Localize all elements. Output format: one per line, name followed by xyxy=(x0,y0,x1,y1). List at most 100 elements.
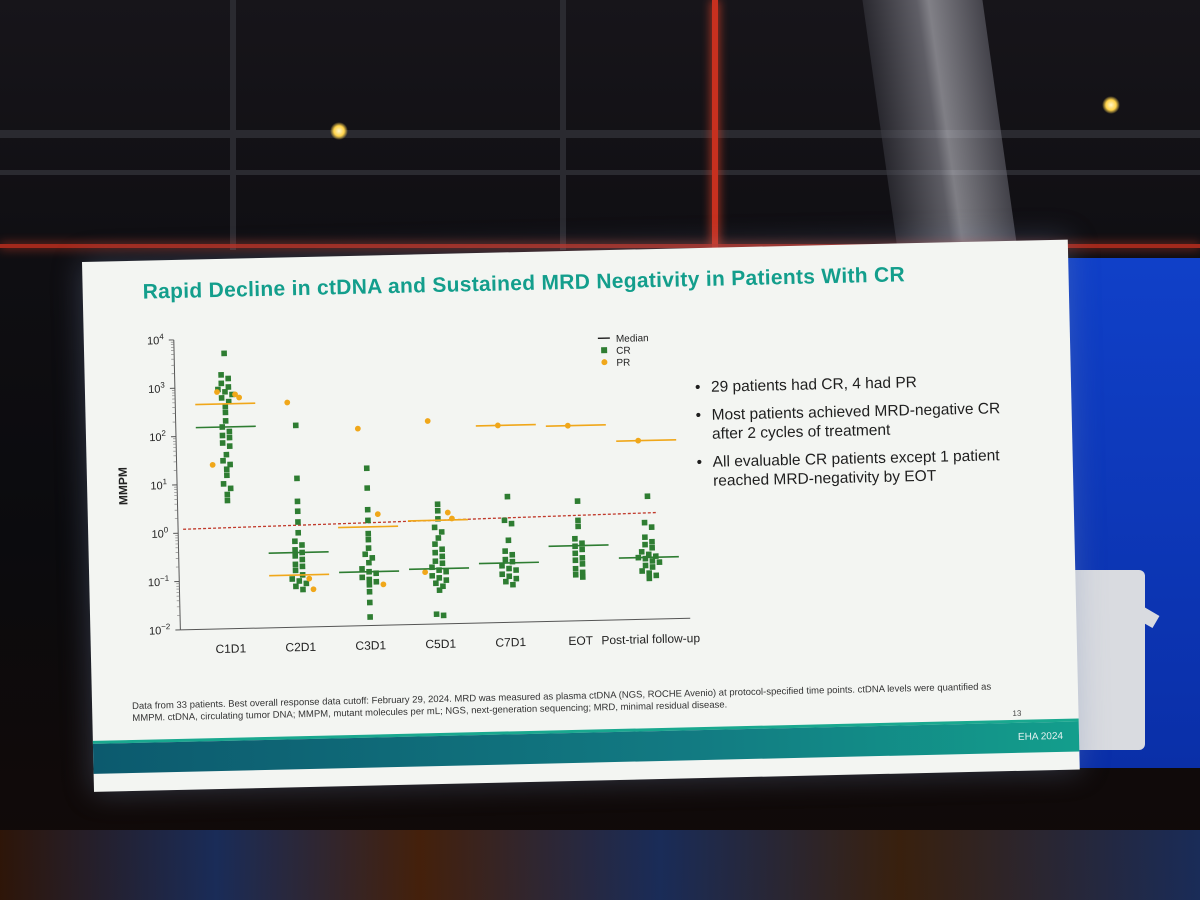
ceiling-duct xyxy=(862,0,1018,250)
cr-point xyxy=(296,578,303,584)
page-number: 13 xyxy=(1012,708,1022,719)
ceiling-truss-middle xyxy=(0,170,1200,175)
bullet-item: Most patients achieved MRD-negative CR a… xyxy=(695,399,1016,444)
cr-median-line xyxy=(195,425,256,429)
cr-point xyxy=(292,546,298,553)
cr-point xyxy=(438,529,445,535)
cr-point xyxy=(432,541,438,548)
cr-point xyxy=(218,395,225,401)
x-tick-label: C5D1 xyxy=(425,637,456,652)
cr-point xyxy=(227,461,233,468)
y-tick-label: 104 xyxy=(147,332,165,347)
cr-point xyxy=(293,583,299,590)
legend-cr-marker xyxy=(601,347,608,354)
cr-point xyxy=(653,572,660,579)
cr-point xyxy=(295,529,302,536)
cr-point xyxy=(365,536,372,543)
pr-point xyxy=(354,425,361,432)
cr-point xyxy=(572,565,579,572)
cr-point xyxy=(366,576,373,583)
cr-point xyxy=(579,569,586,576)
pr-point xyxy=(380,581,387,588)
cr-point xyxy=(222,403,229,410)
cr-point xyxy=(292,422,299,429)
ceiling-truss-center xyxy=(560,0,566,250)
cr-point xyxy=(367,614,373,620)
cr-point xyxy=(226,428,233,435)
cr-point xyxy=(292,552,299,559)
cr-point xyxy=(639,568,646,574)
cr-point xyxy=(224,491,231,498)
x-tick-label: C1D1 xyxy=(215,641,246,656)
ceiling-truss-left xyxy=(230,0,236,250)
ceiling-spotlight-left xyxy=(330,122,348,140)
cr-point xyxy=(513,567,519,573)
cr-median-line xyxy=(268,551,329,555)
cr-point xyxy=(439,560,446,567)
cr-point xyxy=(439,546,445,553)
cr-point xyxy=(224,472,230,479)
cr-point xyxy=(642,555,649,562)
red-light-strip-horizontal xyxy=(0,244,1200,248)
pr-point xyxy=(306,575,313,582)
cr-point xyxy=(365,517,371,524)
cr-point xyxy=(218,372,224,378)
cr-point xyxy=(434,507,441,514)
cr-point xyxy=(292,561,299,568)
cr-point xyxy=(366,588,373,595)
cr-point xyxy=(289,576,296,582)
cr-point xyxy=(575,523,581,530)
pr-point xyxy=(284,399,291,406)
slide-footnote: Data from 33 patients. Best overall resp… xyxy=(131,681,992,724)
cr-point xyxy=(222,409,229,416)
cr-point xyxy=(656,559,663,565)
cr-point xyxy=(510,581,516,588)
cr-point xyxy=(642,562,649,569)
cr-point xyxy=(225,375,232,382)
cr-point xyxy=(219,432,226,439)
cr-point xyxy=(300,586,306,593)
cr-point xyxy=(435,535,442,541)
pr-point xyxy=(374,511,381,518)
cr-point xyxy=(646,570,653,576)
mmpm-scatter-chart: 10−2 10−1 100 101 102 103 104 MMPM C1D1 C2D1 C3D1 C… xyxy=(116,321,701,656)
bullet-item: 29 patients had CR, 4 had PR xyxy=(695,371,1015,397)
cr-point xyxy=(572,550,579,557)
cr-point xyxy=(295,519,301,525)
pr-median-line xyxy=(475,423,536,427)
cr-point xyxy=(225,384,232,390)
ceiling-truss-top xyxy=(0,130,1200,138)
cr-median-line xyxy=(339,570,400,574)
cr-point xyxy=(220,480,227,487)
chart-layer: 10−2 10−1 100 101 102 103 104 MMPM C1D1 C2D1 C3D1 C… xyxy=(116,321,701,656)
cr-median-line xyxy=(548,544,609,548)
cr-point xyxy=(642,541,648,548)
cr-point xyxy=(431,524,438,531)
x-tick-label: C3D1 xyxy=(355,638,386,653)
pr-point xyxy=(310,586,317,593)
cr-point xyxy=(649,564,656,570)
y-tick-label: 10−1 xyxy=(148,574,170,589)
x-tick-label: Post-trial follow-up xyxy=(601,631,700,647)
y-axis-label: MMPM xyxy=(116,467,131,505)
pr-median-line xyxy=(195,402,256,406)
cr-point xyxy=(434,501,441,508)
cr-point xyxy=(369,555,376,561)
pr-median-line xyxy=(407,518,468,522)
cr-point xyxy=(294,498,301,505)
pr-point xyxy=(214,389,220,395)
cr-point xyxy=(364,485,371,491)
cr-point xyxy=(504,493,511,500)
cr-point xyxy=(432,558,439,565)
pr-point xyxy=(236,394,243,401)
cr-point xyxy=(572,535,578,542)
cr-point xyxy=(365,530,372,537)
cr-point xyxy=(366,581,373,588)
cr-point xyxy=(649,544,655,551)
cr-point xyxy=(359,566,365,572)
cr-point xyxy=(432,549,439,556)
cr-point xyxy=(294,508,301,515)
y-tick-label: 101 xyxy=(150,477,168,492)
cr-point xyxy=(649,538,655,545)
cr-point xyxy=(501,517,508,524)
